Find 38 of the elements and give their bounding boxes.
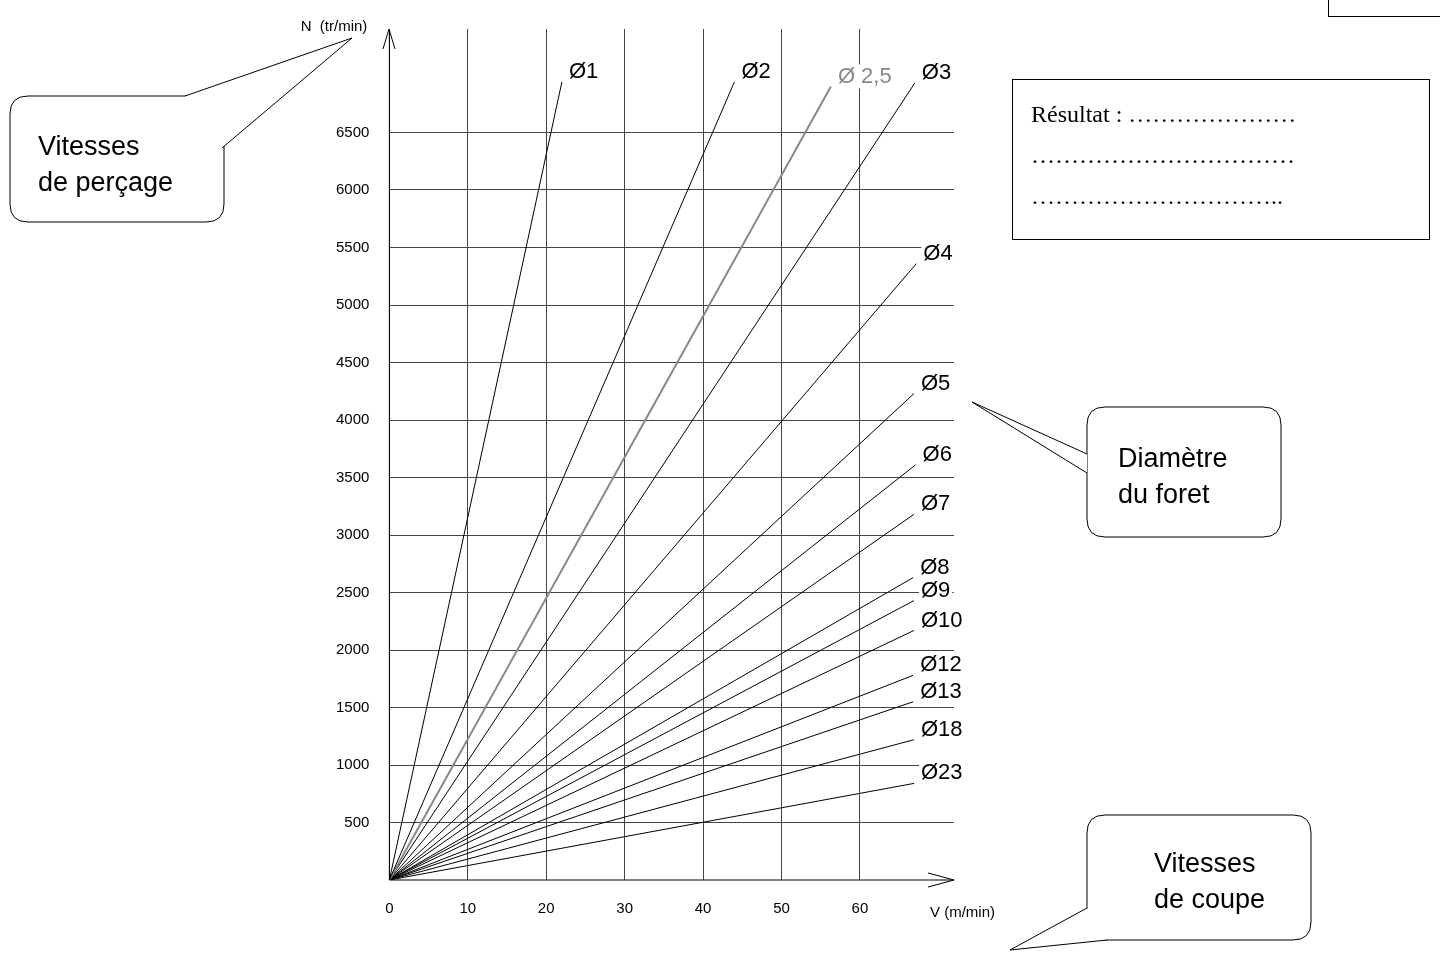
series-label: Ø8	[920, 553, 950, 579]
series-label: Ø1	[568, 57, 599, 83]
answer-box: Résultat : ………………… …………………………… …………………………..	[1012, 79, 1430, 240]
x-tick-label: 60	[851, 899, 869, 917]
y-tick-label: 3000	[335, 525, 370, 543]
series-label: Ø7	[921, 490, 951, 516]
x-axis-title: V (m/min)	[930, 903, 995, 921]
y-tick-label: 3500	[335, 467, 370, 485]
x-tick-label: 30	[616, 899, 633, 917]
series-label: Ø12	[920, 651, 962, 677]
x-tick-label: 0	[385, 899, 394, 917]
y-tick-label: 5500	[335, 237, 370, 255]
y-tick-label: 4500	[335, 352, 370, 370]
y-tick-label: 5000	[335, 295, 370, 313]
series-label: Ø3	[921, 59, 952, 85]
y-tick-label: 6500	[335, 122, 370, 140]
y-tick-label: 6000	[335, 180, 370, 198]
series-label: Ø2	[741, 57, 771, 83]
x-tick-label: 10	[459, 899, 477, 917]
x-tick-label: 50	[773, 899, 790, 917]
series-label: Ø13	[920, 677, 962, 703]
y-tick-label: 4000	[335, 410, 370, 428]
x-tick-label: 20	[537, 899, 555, 917]
series-label: Ø23	[921, 759, 963, 785]
series-label: Ø18	[921, 715, 963, 741]
series-label: Ø5	[921, 369, 951, 395]
series-label: Ø10	[921, 606, 963, 632]
series-label: Ø4	[923, 239, 953, 265]
y-tick-label: 1000	[335, 755, 370, 773]
series-label: Ø9	[921, 576, 951, 602]
y-tick-label: 2000	[335, 640, 370, 658]
x-tick-label: 40	[694, 899, 712, 917]
y-axis-title: N (tr/min)	[300, 17, 368, 35]
y-tick-label: 2500	[335, 582, 370, 600]
y-tick-label: 500	[344, 812, 370, 830]
series-label: Ø 2,5	[837, 62, 892, 88]
series-label: Ø6	[922, 440, 952, 466]
y-tick-label: 1500	[335, 697, 370, 715]
